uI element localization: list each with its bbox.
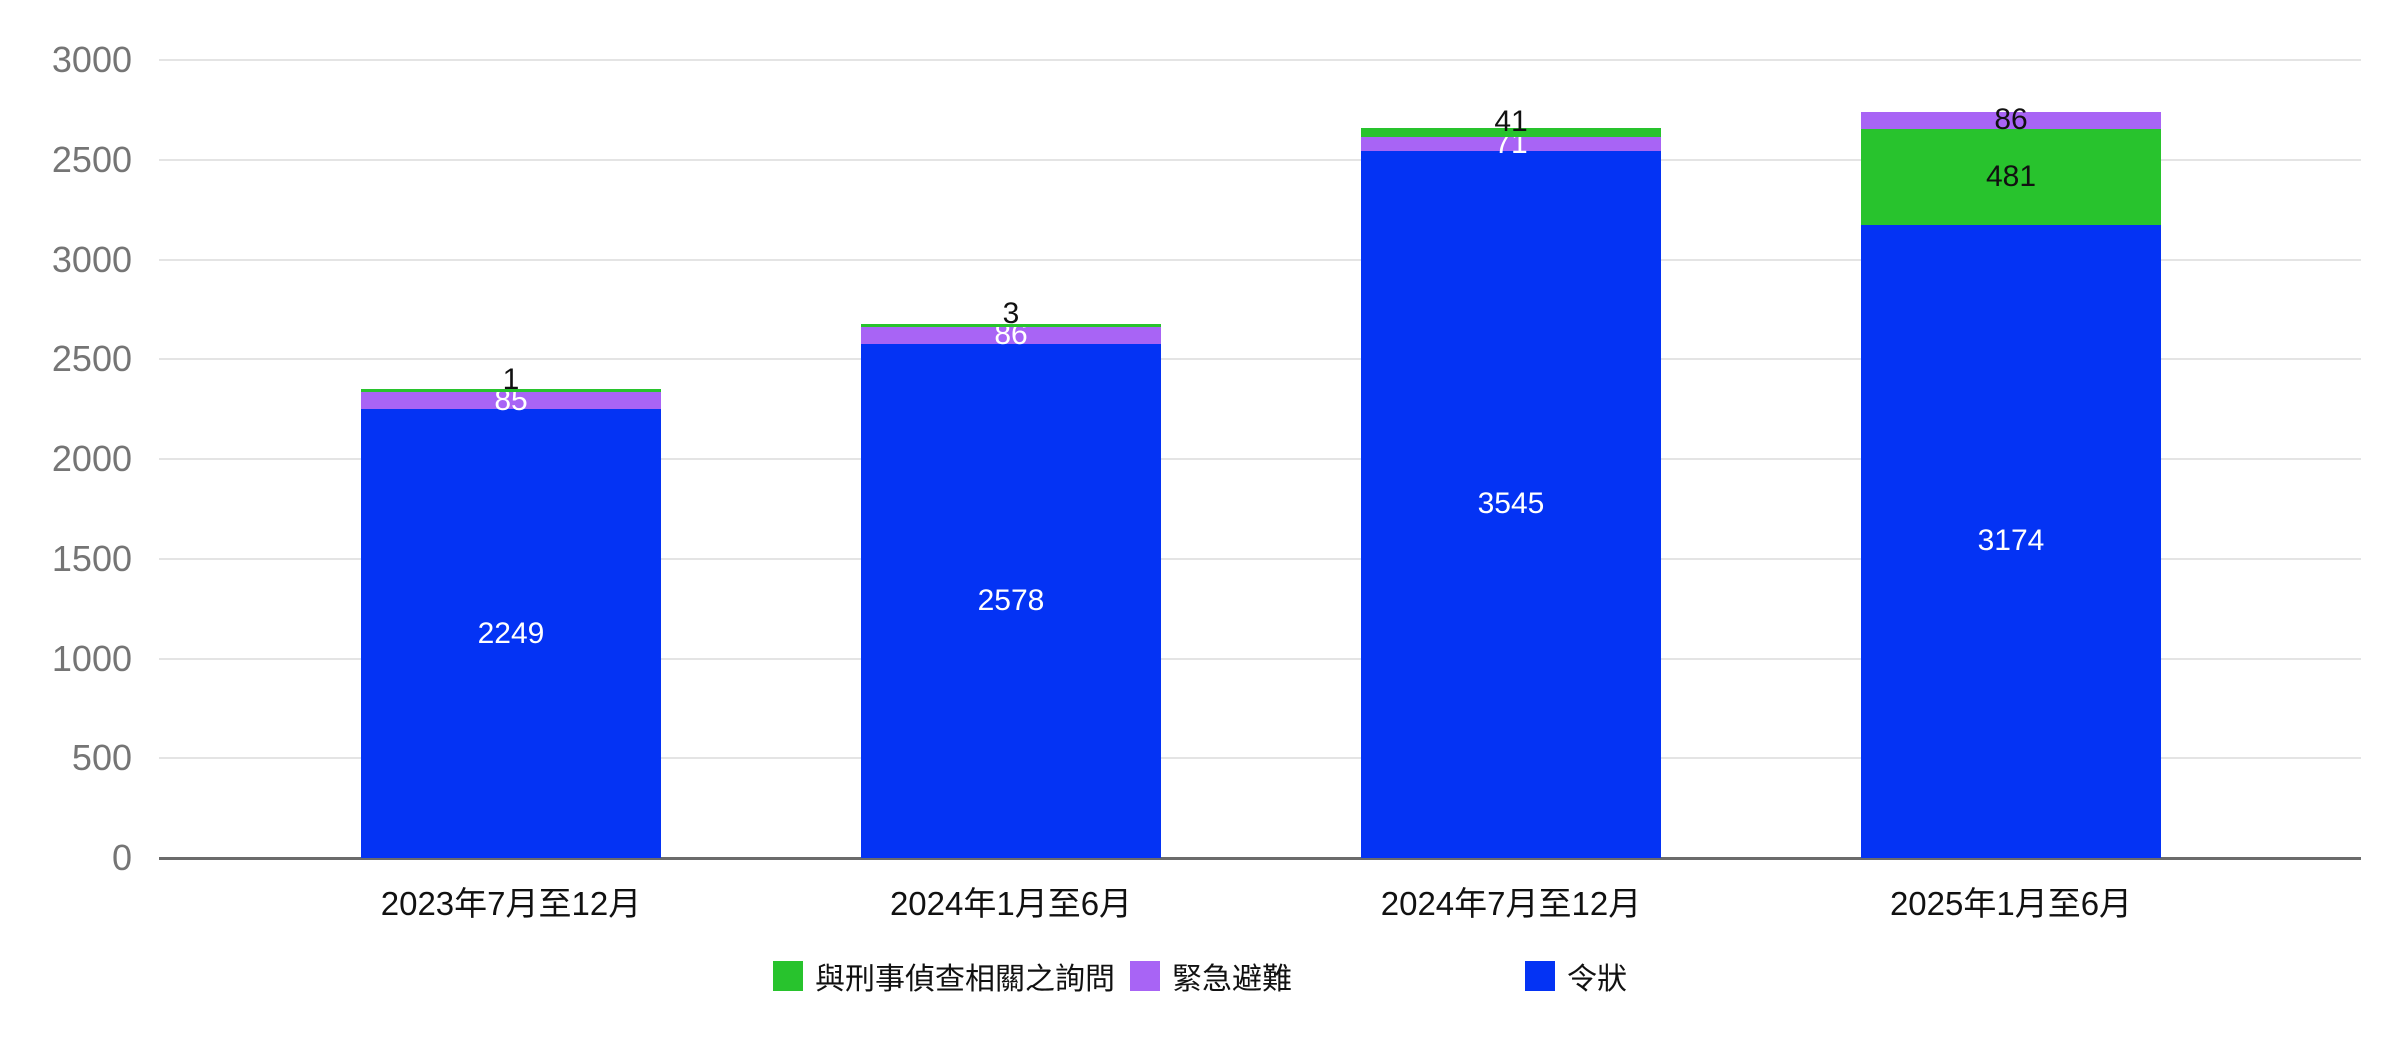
bar-value-label: 3174 xyxy=(1977,524,2045,558)
bar-segment[interactable] xyxy=(1861,111,2161,129)
y-axis-tick-label: 2000 xyxy=(51,438,132,479)
bar-segment[interactable] xyxy=(861,343,1161,858)
y-axis-tick-label: 3000 xyxy=(51,238,132,280)
y-axis-tick-label: 2500 xyxy=(51,338,132,380)
gridline xyxy=(159,757,2361,760)
legend-swatch-icon xyxy=(773,961,803,991)
bar-segment[interactable] xyxy=(861,326,1161,344)
y-axis-tick-label: 2500 xyxy=(51,138,132,180)
x-axis-category-label: 2023年7月至12月 xyxy=(380,885,642,922)
legend-swatch-icon xyxy=(1130,961,1160,991)
bar-value-label: 85 xyxy=(494,383,528,417)
y-axis-tick-label: 3000 xyxy=(51,39,132,80)
legend-label: 緊急避難 xyxy=(1172,963,1292,996)
bar-value-label: 2578 xyxy=(977,583,1045,617)
bar-value-label: 1 xyxy=(502,362,520,396)
bar-value-label: 481 xyxy=(1985,159,2037,193)
bar-segment[interactable] xyxy=(1361,136,1661,151)
bar-segment[interactable] xyxy=(361,392,661,410)
y-axis-tick-label: 0 xyxy=(111,837,132,878)
y-axis-tick-label: 1000 xyxy=(51,637,132,679)
y-axis-tick-label: 500 xyxy=(71,737,132,779)
legend: 與刑事偵查相關之詢問 緊急避難 令狀 xyxy=(0,954,2400,998)
x-axis-line xyxy=(159,857,2361,860)
gridline xyxy=(159,158,2361,161)
bar-segment[interactable] xyxy=(1361,128,1661,137)
gridline xyxy=(159,258,2361,261)
gridline xyxy=(159,59,2361,61)
x-axis-category-label: 2025年1月至6月 xyxy=(1889,885,2133,922)
legend-label: 令狀 xyxy=(1567,963,1627,996)
gridline xyxy=(159,358,2361,361)
y-axis-tick-label: 1500 xyxy=(51,537,132,579)
gridline xyxy=(159,458,2361,460)
bar-segment[interactable] xyxy=(1861,224,2161,858)
x-axis-category-label: 2024年1月至6月 xyxy=(889,885,1133,922)
bar-segment[interactable] xyxy=(1361,150,1661,858)
bar-value-label: 86 xyxy=(1994,103,2028,137)
bar-value-label: 41 xyxy=(1494,104,1528,138)
bar-segment[interactable] xyxy=(361,409,661,858)
bar-segment[interactable] xyxy=(361,389,661,393)
bar-value-label: 3 xyxy=(1002,297,1020,331)
x-axis-category-label: 2024年7月至12月 xyxy=(1380,885,1642,922)
bar-segment[interactable] xyxy=(1861,128,2161,225)
bar-value-label: 3545 xyxy=(1477,487,1545,521)
legend-swatch-icon xyxy=(1525,961,1555,991)
bar-segment[interactable] xyxy=(861,323,1161,327)
gridline xyxy=(159,557,2361,560)
legend-item[interactable]: 緊急避難 xyxy=(1130,954,1292,998)
bar-value-label: 2249 xyxy=(477,616,545,650)
legend-label: 與刑事偵查相關之詢問 xyxy=(815,963,1115,996)
legend-item[interactable]: 與刑事偵查相關之詢問 xyxy=(773,954,1115,998)
legend-item[interactable]: 令狀 xyxy=(1525,954,1627,998)
gridline xyxy=(159,657,2361,660)
